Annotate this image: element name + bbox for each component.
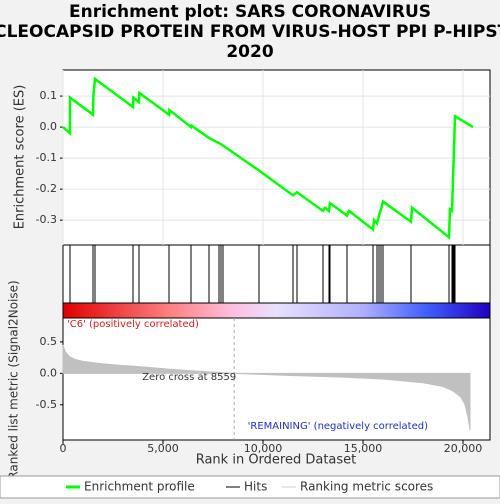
y-tick-label: -0.2 xyxy=(36,182,57,195)
legend xyxy=(0,475,500,499)
y-tick-label: 0.1 xyxy=(40,89,58,102)
x-tick-label: 0 xyxy=(60,442,67,455)
legend-label: Hits xyxy=(244,480,267,494)
zero-cross-label: Zero cross at 8559 xyxy=(142,372,236,383)
y-tick-label: 0.0 xyxy=(40,366,58,379)
chart-title: Enrichment plot: SARS CORONAVIRUSNUCLEOC… xyxy=(0,2,500,62)
pos-label: 'C6' (positively correlated) xyxy=(67,319,199,330)
y-tick-label: -0.5 xyxy=(36,398,57,411)
x-axis-label: Rank in Ordered Dataset xyxy=(196,453,357,468)
x-tick-label: 15,000 xyxy=(344,442,383,455)
metric-area xyxy=(62,344,471,431)
legend-label: Ranking metric scores xyxy=(300,480,433,494)
enrichment-curve xyxy=(62,76,474,240)
color-bar xyxy=(63,303,490,318)
y-tick-label: 0.5 xyxy=(40,335,58,348)
x-tick-label: 20,000 xyxy=(444,442,483,455)
y-tick-label: -0.1 xyxy=(36,151,57,164)
y-axis-label: Ranked list metric (Signal2Noise) xyxy=(7,280,21,479)
x-tick-label: 5,000 xyxy=(147,442,179,455)
legend-label: Enrichment profile xyxy=(84,480,195,494)
plot-background xyxy=(63,70,490,440)
plot-frame xyxy=(62,69,491,441)
y-tick-label: 0.0 xyxy=(40,120,58,133)
y-axis-label: Enrichment score (ES) xyxy=(13,85,28,230)
y-tick-label: -0.3 xyxy=(36,213,57,226)
x-tick-label: 10,000 xyxy=(244,442,283,455)
neg-label: 'REMAINING' (negatively correlated) xyxy=(248,421,428,432)
